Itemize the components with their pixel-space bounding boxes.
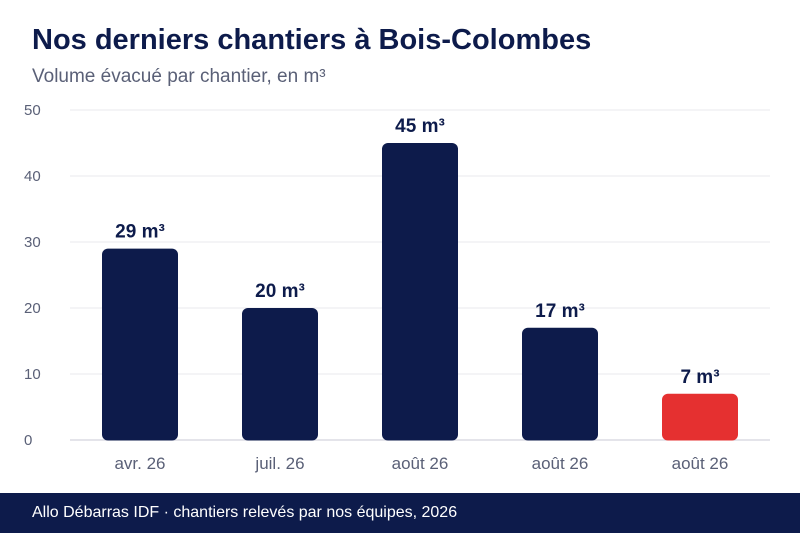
labels: 0 10 20 30 40 50 29 m³ avr. 26 20 m³ juil. 26 45 m… (24, 102, 728, 473)
x-tick-label: août 26 (392, 454, 449, 473)
bar (102, 248, 178, 441)
y-tick-label: 10 (24, 366, 41, 383)
x-tick-label: juil. 26 (254, 454, 304, 473)
footer-bar: Allo Débarras IDF · chantiers relevés pa… (0, 493, 800, 533)
y-tick-label: 30 (24, 234, 41, 251)
y-tick-label: 0 (24, 432, 32, 449)
bar (382, 143, 458, 441)
bar-value-label: 45 m³ (395, 116, 445, 137)
y-tick-label: 50 (24, 102, 41, 119)
bar-highlight (662, 393, 738, 441)
bar-value-label: 7 m³ (680, 367, 719, 388)
y-tick-label: 20 (24, 300, 41, 317)
x-tick-label: août 26 (672, 454, 729, 473)
bar (242, 308, 318, 441)
bar-value-label: 29 m³ (115, 222, 165, 243)
bar-value-label: 20 m³ (255, 281, 305, 302)
y-tick-label: 40 (24, 168, 41, 185)
bars (102, 143, 738, 441)
chart-subtitle: Volume évacué par chantier, en m³ (32, 66, 326, 87)
bar (522, 327, 598, 441)
footer-source: Allo Débarras IDF · chantiers relevés pa… (32, 504, 458, 521)
bar-value-label: 17 m³ (535, 301, 585, 322)
x-tick-label: avr. 26 (114, 454, 165, 473)
chart-title: Nos derniers chantiers à Bois-Colombes (32, 24, 592, 56)
x-tick-label: août 26 (532, 454, 589, 473)
bar-chart: 0 10 20 30 40 50 29 m³ avr. 26 20 m³ juil. 26 45 m… (24, 102, 770, 473)
